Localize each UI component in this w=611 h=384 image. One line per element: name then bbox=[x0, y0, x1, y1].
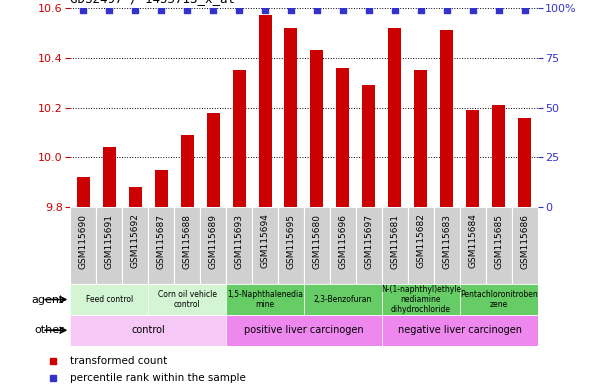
Bar bbox=[459, 207, 486, 284]
Text: GSM115688: GSM115688 bbox=[183, 214, 192, 268]
Bar bbox=[148, 207, 174, 284]
Text: percentile rank within the sample: percentile rank within the sample bbox=[70, 373, 246, 383]
Text: GSM115680: GSM115680 bbox=[312, 214, 321, 268]
Bar bbox=[207, 113, 219, 207]
Bar bbox=[459, 284, 538, 315]
Bar bbox=[181, 135, 194, 207]
Point bbox=[78, 7, 88, 13]
Bar bbox=[512, 207, 538, 284]
Text: transformed count: transformed count bbox=[70, 356, 167, 366]
Point bbox=[364, 7, 374, 13]
Bar bbox=[200, 207, 226, 284]
Bar bbox=[252, 207, 278, 284]
Bar bbox=[382, 284, 459, 315]
Point bbox=[520, 7, 530, 13]
Bar bbox=[148, 284, 226, 315]
Point bbox=[312, 7, 322, 13]
Point bbox=[416, 7, 426, 13]
Text: GSM115691: GSM115691 bbox=[104, 214, 114, 268]
Bar bbox=[414, 70, 427, 207]
Point bbox=[338, 7, 348, 13]
Bar bbox=[441, 30, 453, 207]
Point bbox=[208, 7, 218, 13]
Bar bbox=[233, 70, 246, 207]
Bar bbox=[103, 147, 115, 207]
Text: GSM115693: GSM115693 bbox=[235, 214, 244, 268]
Text: GSM115682: GSM115682 bbox=[416, 214, 425, 268]
Text: GDS2497 / 1455713_x_at: GDS2497 / 1455713_x_at bbox=[70, 0, 235, 5]
Point bbox=[130, 7, 140, 13]
Bar bbox=[226, 207, 252, 284]
Bar bbox=[226, 284, 304, 315]
Bar bbox=[278, 207, 304, 284]
Bar bbox=[226, 315, 382, 346]
Bar bbox=[356, 207, 382, 284]
Text: other: other bbox=[34, 325, 64, 335]
Point bbox=[286, 7, 296, 13]
Bar bbox=[97, 207, 122, 284]
Point bbox=[442, 7, 452, 13]
Point bbox=[468, 7, 478, 13]
Bar bbox=[434, 207, 459, 284]
Text: 2,3-Benzofuran: 2,3-Benzofuran bbox=[313, 295, 372, 304]
Text: GSM115684: GSM115684 bbox=[468, 214, 477, 268]
Text: GSM115692: GSM115692 bbox=[131, 214, 140, 268]
Bar bbox=[304, 207, 330, 284]
Text: Corn oil vehicle
control: Corn oil vehicle control bbox=[158, 290, 217, 309]
Text: GSM115686: GSM115686 bbox=[520, 214, 529, 268]
Bar bbox=[129, 187, 142, 207]
Text: negative liver carcinogen: negative liver carcinogen bbox=[398, 325, 522, 335]
Text: positive liver carcinogen: positive liver carcinogen bbox=[244, 325, 364, 335]
Point bbox=[234, 7, 244, 13]
Point bbox=[260, 7, 270, 13]
Bar bbox=[70, 284, 148, 315]
Point bbox=[104, 7, 114, 13]
Text: GSM115696: GSM115696 bbox=[338, 214, 348, 268]
Bar bbox=[486, 207, 512, 284]
Bar bbox=[304, 284, 382, 315]
Bar bbox=[492, 105, 505, 207]
Text: N-(1-naphthyl)ethyle
nediamine
dihydrochloride: N-(1-naphthyl)ethyle nediamine dihydroch… bbox=[381, 285, 461, 314]
Bar bbox=[518, 118, 531, 207]
Text: Pentachloronitroben
zene: Pentachloronitroben zene bbox=[460, 290, 538, 309]
Bar bbox=[122, 207, 148, 284]
Bar bbox=[155, 170, 167, 207]
Bar bbox=[285, 28, 298, 207]
Point bbox=[390, 7, 400, 13]
Bar bbox=[389, 28, 401, 207]
Text: GSM115683: GSM115683 bbox=[442, 214, 452, 268]
Text: agent: agent bbox=[32, 295, 64, 305]
Bar bbox=[408, 207, 434, 284]
Bar bbox=[174, 207, 200, 284]
Bar bbox=[77, 177, 90, 207]
Text: GSM115689: GSM115689 bbox=[208, 214, 218, 268]
Point bbox=[182, 7, 192, 13]
Bar bbox=[337, 68, 349, 207]
Bar bbox=[70, 315, 226, 346]
Text: GSM115687: GSM115687 bbox=[156, 214, 166, 268]
Text: control: control bbox=[131, 325, 165, 335]
Point bbox=[494, 7, 503, 13]
Point bbox=[156, 7, 166, 13]
Bar bbox=[330, 207, 356, 284]
Text: GSM115685: GSM115685 bbox=[494, 214, 503, 268]
Text: GSM115681: GSM115681 bbox=[390, 214, 400, 268]
Text: Feed control: Feed control bbox=[86, 295, 133, 304]
Text: GSM115690: GSM115690 bbox=[79, 214, 88, 268]
Text: GSM115697: GSM115697 bbox=[364, 214, 373, 268]
Bar bbox=[382, 207, 408, 284]
Bar bbox=[258, 15, 271, 207]
Text: GSM115694: GSM115694 bbox=[260, 214, 269, 268]
Text: 1,5-Naphthalenedia
mine: 1,5-Naphthalenedia mine bbox=[227, 290, 303, 309]
Text: GSM115695: GSM115695 bbox=[287, 214, 296, 268]
Bar bbox=[310, 50, 323, 207]
Bar bbox=[70, 207, 97, 284]
Bar bbox=[466, 110, 479, 207]
Bar bbox=[362, 85, 375, 207]
Bar bbox=[382, 315, 538, 346]
